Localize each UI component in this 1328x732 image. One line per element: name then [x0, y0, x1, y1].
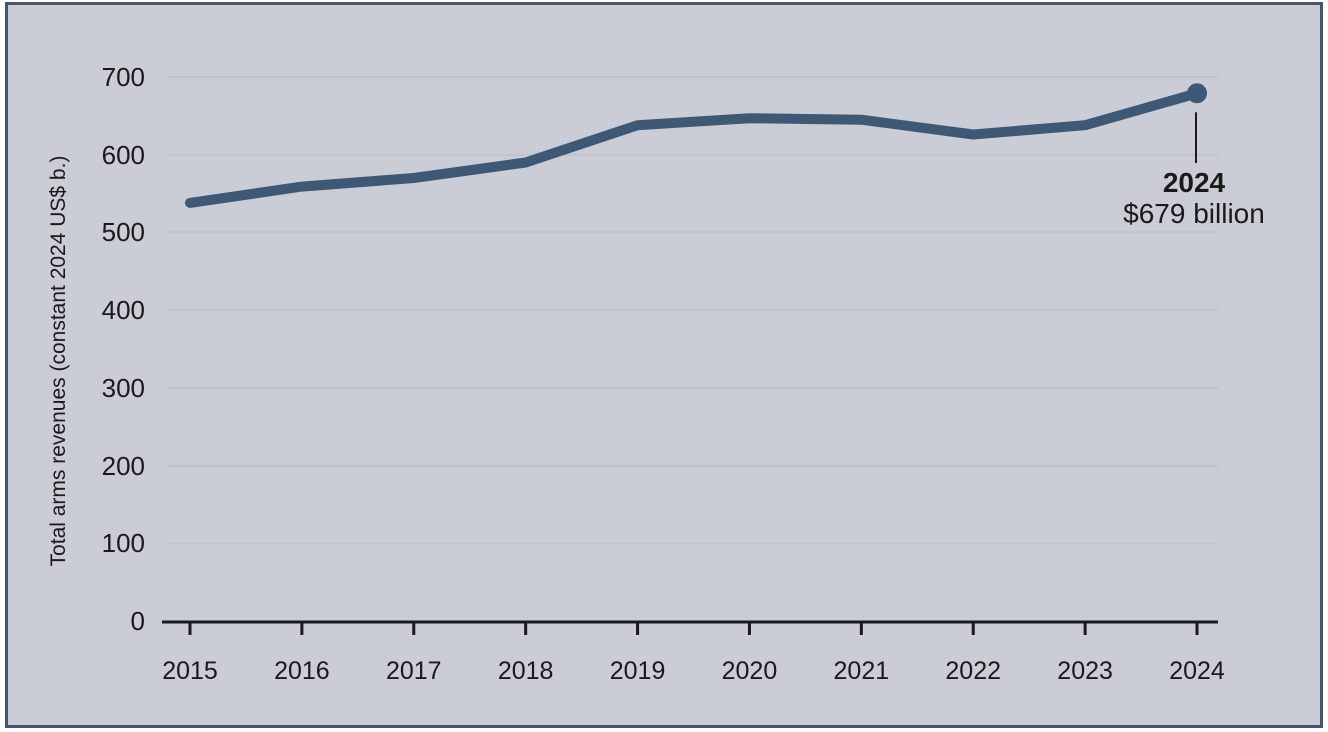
x-tick-label-2024: 2024 [1169, 657, 1225, 685]
y-tick-label-0: 0 [130, 606, 145, 636]
x-tick-label-2015: 2015 [162, 657, 218, 685]
x-tick-label-2018: 2018 [497, 657, 554, 685]
x-tick-label-2022: 2022 [945, 657, 1002, 685]
x-axis-group [162, 620, 1218, 635]
y-tick-label-100: 100 [101, 528, 145, 559]
x-tick-label-2017: 2017 [385, 657, 442, 685]
last-point-marker [1187, 83, 1208, 104]
x-tick-label-2023: 2023 [1057, 657, 1113, 685]
data-series-group [185, 83, 1208, 208]
y-tick-label-200: 200 [101, 450, 145, 481]
y-axis-title: Total arms revenues (constant 2024 US$ b… [47, 155, 70, 567]
gridlines-group [168, 76, 1218, 545]
annotation-year: 2024 [1162, 167, 1226, 198]
y-tick-label-400: 400 [101, 295, 145, 326]
last-point-annotation: 2024 $679 billion [1074, 167, 1314, 229]
y-tick-label-300: 300 [101, 372, 145, 403]
x-tick-label-2016: 2016 [274, 657, 330, 685]
x-tick-label-2020: 2020 [721, 657, 778, 685]
y-tick-label-700: 700 [101, 62, 145, 92]
revenue-line [185, 88, 1203, 208]
x-tick-label-2019: 2019 [609, 657, 666, 685]
annotation-value: $679 billion [1123, 198, 1265, 229]
x-tick-label-2021: 2021 [833, 657, 890, 685]
y-tick-label-500: 500 [101, 217, 145, 248]
y-tick-label-600: 600 [101, 139, 145, 170]
